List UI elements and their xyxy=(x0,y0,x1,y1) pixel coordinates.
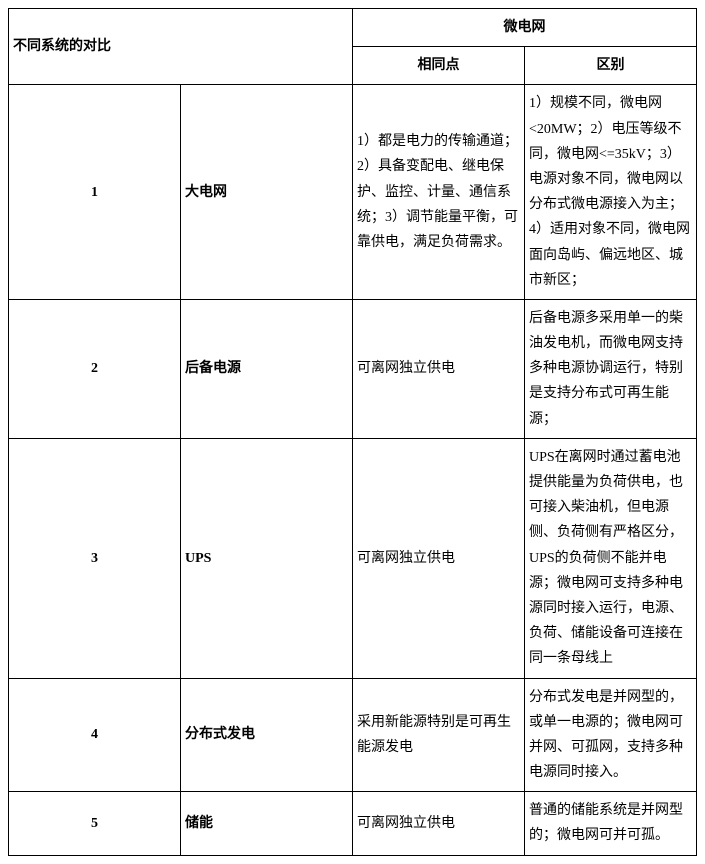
table-row: 5 储能 可离网独立供电 普通的储能系统是并网型的；微电网可并可孤。 xyxy=(9,792,697,855)
table-row: 3 UPS 可离网独立供电 UPS在离网时通过蓄电池提供能量为负荷供电，也可接入… xyxy=(9,438,697,678)
header-row-1: 不同系统的对比 微电网 xyxy=(9,9,697,47)
row-diff: 后备电源多采用单一的柴油发电机，而微电网支持多种电源协调运行，特别是支持分布式可… xyxy=(525,299,697,438)
table-row: 4 分布式发电 采用新能源特别是可再生能源发电 分布式发电是并网型的，或单一电源… xyxy=(9,678,697,792)
header-microgrid: 微电网 xyxy=(353,9,697,47)
row-num: 4 xyxy=(9,678,181,792)
row-name: 储能 xyxy=(181,792,353,855)
table-row: 2 后备电源 可离网独立供电 后备电源多采用单一的柴油发电机，而微电网支持多种电… xyxy=(9,299,697,438)
row-diff: 分布式发电是并网型的，或单一电源的；微电网可并网、可孤网，支持多种电源同时接入。 xyxy=(525,678,697,792)
row-diff: 1）规模不同，微电网<20MW；2）电压等级不同，微电网<=35kV；3）电源对… xyxy=(525,85,697,300)
row-same: 可离网独立供电 xyxy=(353,792,525,855)
row-same: 采用新能源特别是可再生能源发电 xyxy=(353,678,525,792)
row-same: 可离网独立供电 xyxy=(353,299,525,438)
header-same: 相同点 xyxy=(353,47,525,85)
row-same: 1）都是电力的传输通道；2）具备变配电、继电保护、监控、计量、通信系统；3）调节… xyxy=(353,85,525,300)
header-diff: 区别 xyxy=(525,47,697,85)
row-num: 5 xyxy=(9,792,181,855)
row-diff: UPS在离网时通过蓄电池提供能量为负荷供电，也可接入柴油机，但电源侧、负荷侧有严… xyxy=(525,438,697,678)
row-name: 大电网 xyxy=(181,85,353,300)
row-same: 可离网独立供电 xyxy=(353,438,525,678)
row-num: 2 xyxy=(9,299,181,438)
comparison-table: 不同系统的对比 微电网 相同点 区别 1 大电网 1）都是电力的传输通道；2）具… xyxy=(8,8,697,856)
row-name: 后备电源 xyxy=(181,299,353,438)
row-num: 1 xyxy=(9,85,181,300)
header-systems: 不同系统的对比 xyxy=(9,9,353,85)
row-num: 3 xyxy=(9,438,181,678)
row-name: UPS xyxy=(181,438,353,678)
row-diff: 普通的储能系统是并网型的；微电网可并可孤。 xyxy=(525,792,697,855)
table-row: 1 大电网 1）都是电力的传输通道；2）具备变配电、继电保护、监控、计量、通信系… xyxy=(9,85,697,300)
row-name: 分布式发电 xyxy=(181,678,353,792)
